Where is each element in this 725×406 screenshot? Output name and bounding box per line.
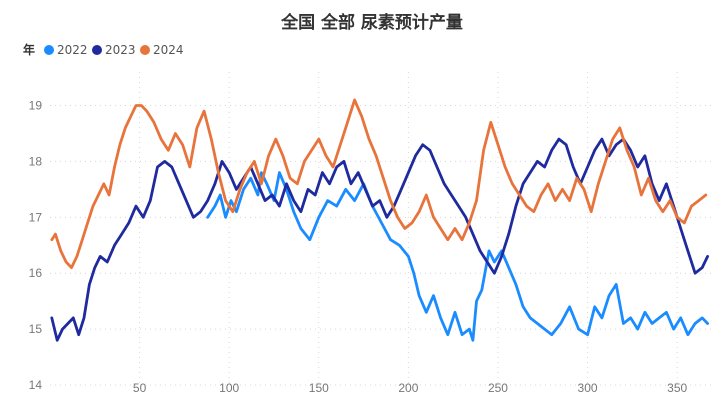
y-tick-label: 17 (29, 210, 43, 224)
x-tick-label: 50 (133, 381, 147, 395)
legend-marker-2024 (140, 45, 150, 55)
x-tick-label: 100 (219, 381, 239, 395)
legend-marker-2022 (44, 45, 54, 55)
series-lines (50, 98, 709, 342)
legend-title: 年 (23, 42, 35, 57)
x-tick-label: 150 (309, 381, 329, 395)
legend-entry-2024: 2024 (153, 43, 184, 57)
legend-entry-2023: 2023 (105, 43, 136, 57)
legend: 年 2022 2023 2024 (23, 42, 184, 57)
x-tick-label: 350 (667, 381, 687, 395)
x-tick-label: 250 (488, 381, 508, 395)
legend-entry-2022: 2022 (57, 43, 88, 57)
legend-marker-2023 (92, 45, 102, 55)
series-line-2024 (50, 98, 708, 269)
y-tick-label: 16 (29, 266, 43, 280)
y-tick-label: 14 (29, 378, 43, 392)
gridlines (50, 72, 713, 386)
x-tick-label: 200 (398, 381, 418, 395)
y-tick-label: 18 (29, 154, 43, 168)
y-axis-ticks: 14 15 16 17 18 19 (29, 99, 43, 392)
series-line-2023 (50, 137, 709, 342)
x-tick-label: 300 (578, 381, 598, 395)
series-line-2022 (206, 171, 709, 342)
chart-title: 全国 全部 尿素预计产量 (280, 12, 463, 33)
y-tick-label: 19 (29, 99, 43, 113)
x-axis-ticks: 50 100 150 200 250 300 350 (133, 381, 688, 395)
y-tick-label: 15 (29, 322, 43, 336)
